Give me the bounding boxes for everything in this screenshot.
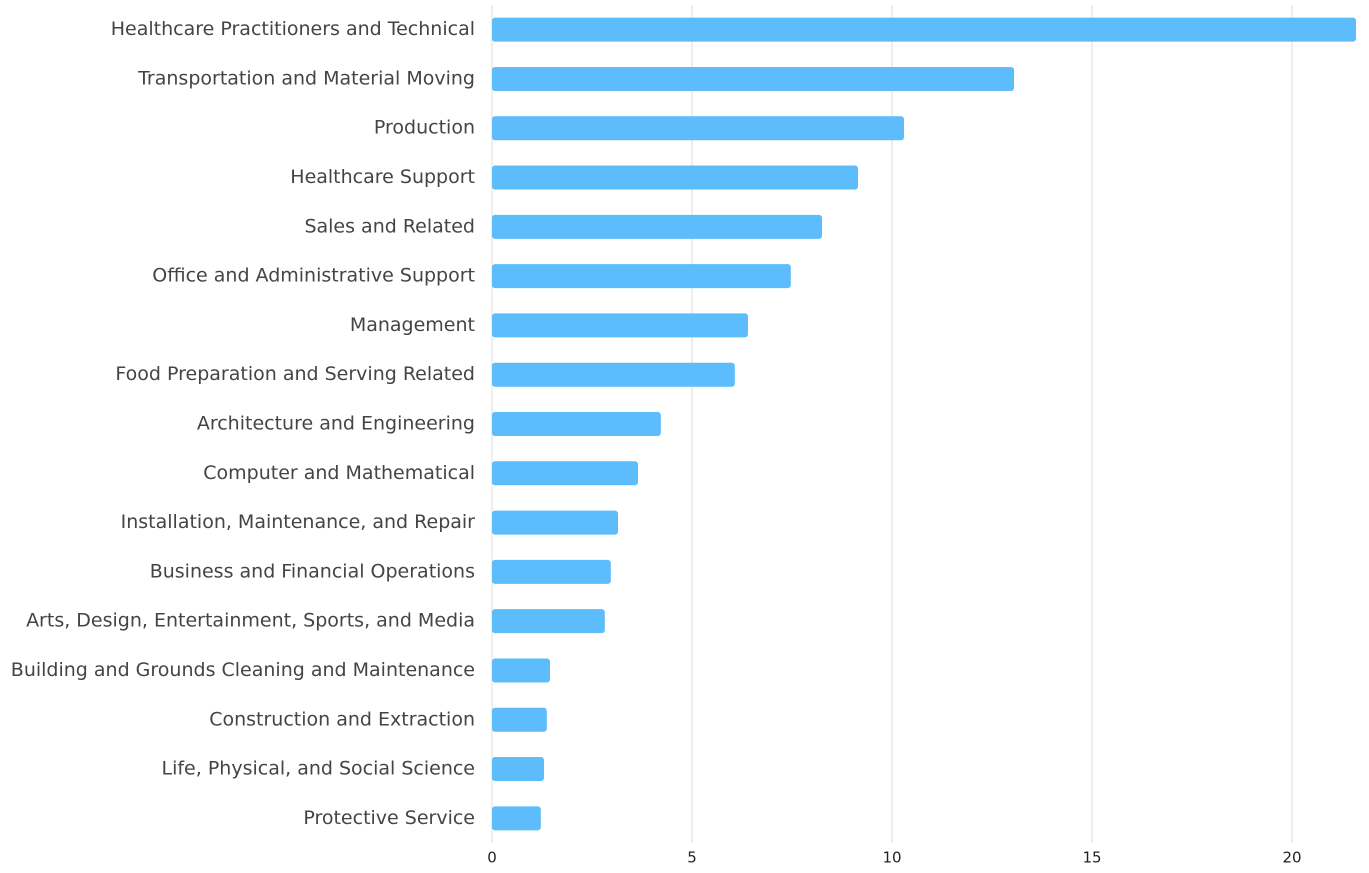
y-tick-label: Healthcare Support — [290, 166, 475, 188]
x-tick-label: 20 — [1282, 849, 1301, 867]
bar — [492, 658, 550, 683]
bar — [492, 264, 791, 289]
bar — [492, 116, 904, 141]
y-tick-label: Computer and Mathematical — [203, 462, 475, 484]
bar — [492, 707, 547, 732]
y-tick-label: Life, Physical, and Social Science — [162, 758, 476, 780]
x-tick-label: 0 — [487, 849, 497, 867]
y-tick-label: Building and Grounds Cleaning and Mainte… — [11, 659, 475, 681]
y-tick-label: Architecture and Engineering — [197, 413, 475, 435]
y-tick-label: Transportation and Material Moving — [137, 67, 475, 89]
x-tick-label: 5 — [687, 849, 697, 867]
y-tick-label: Arts, Design, Entertainment, Sports, and… — [26, 610, 475, 632]
y-tick-label: Sales and Related — [304, 215, 475, 237]
bar — [492, 461, 638, 486]
x-tick-label: 15 — [1082, 849, 1101, 867]
y-tick-label: Management — [350, 314, 475, 336]
bar — [492, 806, 541, 831]
bar — [492, 214, 822, 239]
y-tick-label: Business and Financial Operations — [150, 560, 475, 582]
bar — [492, 609, 605, 634]
y-tick-label: Production — [374, 117, 475, 139]
bar — [492, 559, 611, 584]
bar — [492, 757, 544, 782]
y-tick-label: Protective Service — [303, 807, 475, 829]
bar — [492, 412, 661, 436]
y-tick-label: Office and Administrative Support — [152, 265, 475, 287]
y-tick-label: Installation, Maintenance, and Repair — [121, 511, 476, 533]
y-tick-label: Healthcare Practitioners and Technical — [111, 18, 475, 40]
bar — [492, 165, 858, 190]
bar — [492, 362, 735, 387]
x-tick-label: 10 — [882, 849, 901, 867]
bar — [492, 17, 1356, 42]
y-tick-label: Food Preparation and Serving Related — [115, 363, 475, 385]
bar — [492, 66, 1014, 91]
y-tick-label: Construction and Extraction — [209, 708, 475, 730]
bar — [492, 313, 748, 338]
bar — [492, 510, 618, 535]
